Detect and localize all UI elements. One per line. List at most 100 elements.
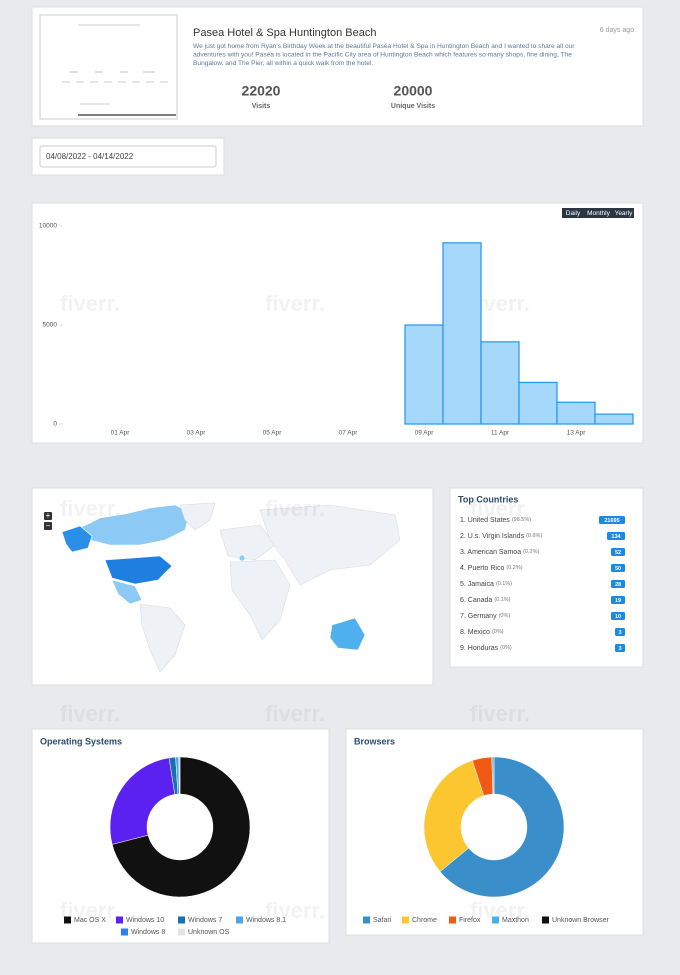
period-button-label: Yearly (615, 210, 634, 217)
legend-swatch (116, 916, 123, 924)
count-badge (611, 580, 625, 588)
count-badge (599, 516, 625, 524)
count-badge (615, 644, 625, 652)
watermark: fiverr. (60, 291, 120, 316)
period-button-label: Daily (566, 210, 581, 217)
y-tick-label: 5000 (43, 322, 58, 329)
countries-title: Top Countries (458, 494, 518, 504)
country-row: 8. Mexico (0%) (460, 629, 504, 636)
description-line: adventures with you! Paséa is located in… (193, 51, 572, 58)
watermark: fiverr. (265, 898, 325, 923)
x-tick-label: 03 Apr (187, 430, 207, 437)
country-name: 2. U.s. Virgin Islands (460, 533, 525, 540)
country-share: (0.2%) (523, 549, 539, 555)
country-count: 19 (615, 598, 621, 604)
x-tick-label: 11 Apr (491, 430, 510, 437)
count-badge (611, 596, 625, 604)
x-tick-label: 07 Apr (339, 430, 359, 437)
count-badge (615, 628, 625, 636)
watermark: fiverr. (470, 701, 530, 726)
country-share: (0.6%) (526, 533, 542, 539)
country-count: 28 (615, 582, 621, 588)
zoom-in-button[interactable] (44, 512, 52, 520)
y-tick-label: 10000 (39, 223, 57, 230)
country-name: 4. Puerto Rico (460, 565, 504, 572)
watermark: fiverr. (265, 291, 325, 316)
watermark: fiverr. (470, 496, 530, 521)
country-share: (98.5%) (512, 517, 531, 523)
legend-label: Unknown OS (188, 929, 230, 936)
zoom-in-label: + (46, 511, 51, 520)
country-name: 1. United States (460, 517, 510, 524)
country-row: 3. American Samoa (0.2%) (460, 549, 539, 556)
stat-label: Unique Visits (391, 103, 435, 110)
legend-label: Maxthon (502, 917, 529, 924)
stat-label: Visits (252, 103, 271, 110)
legend-swatch (64, 916, 71, 924)
y-tick-label: 0 (53, 421, 57, 428)
count-badge (607, 532, 625, 540)
country-name: 3. American Samoa (460, 549, 521, 556)
stat-value: 20000 (394, 83, 433, 99)
legend-swatch (178, 916, 185, 924)
country-row: 6. Canada (0.1%) (460, 597, 511, 604)
listing-title: Pasea Hotel & Spa Huntington Beach (193, 27, 376, 39)
legend-swatch (121, 928, 128, 936)
legend-label: Windows 10 (126, 917, 164, 924)
country-share: (0.2%) (506, 565, 522, 571)
bar (404, 324, 444, 425)
count-badge (611, 612, 625, 620)
country-count: 10 (615, 614, 621, 620)
legend-swatch (492, 916, 499, 924)
world-map (61, 502, 401, 673)
thumbnail-content (62, 24, 176, 116)
legend-swatch (542, 916, 549, 924)
legend-label: Mac OS X (74, 917, 106, 924)
legend-swatch (363, 916, 370, 924)
watermark: fiverr. (265, 701, 325, 726)
country-count: 52 (615, 550, 621, 556)
country-name: 7. Germany (460, 613, 497, 620)
legend-label: Firefox (459, 917, 481, 924)
country-name: 8. Mexico (460, 629, 490, 636)
x-tick-label: 13 Apr (567, 430, 587, 437)
period-button[interactable] (613, 208, 634, 218)
time-ago: 6 days ago (600, 27, 634, 34)
donut-segment (492, 756, 495, 795)
legend-label: Chrome (412, 917, 437, 924)
period-button[interactable] (562, 208, 584, 218)
legend-swatch (449, 916, 456, 924)
donut-title: Operating Systems (40, 736, 122, 746)
country-count: 3 (618, 630, 621, 636)
country-count: 3 (618, 646, 621, 652)
bar (480, 341, 520, 425)
watermark: fiverr. (265, 496, 325, 521)
country-row: 5. Jamaica (0.1%) (460, 581, 512, 588)
country-count: 21695 (604, 518, 619, 524)
count-badge (611, 564, 625, 572)
country-share: (0%) (492, 629, 504, 635)
country-row: 7. Germany (0%) (460, 613, 510, 620)
period-button-label: Monthly (587, 210, 611, 217)
country-share: (0%) (500, 645, 512, 651)
x-tick-label: 09 Apr (415, 430, 435, 437)
donut-segment (423, 760, 485, 872)
country-row: 2. U.s. Virgin Islands (0.6%) (460, 533, 542, 540)
country-name: 9. Honduras (460, 645, 499, 652)
zoom-out-button[interactable] (44, 522, 52, 530)
country-row: 4. Puerto Rico (0.2%) (460, 565, 523, 572)
period-button[interactable] (584, 208, 613, 218)
watermark: fiverr. (470, 898, 530, 923)
date-range: 04/08/2022 - 04/14/2022 (46, 152, 134, 161)
date-input[interactable] (39, 145, 217, 168)
legend-label: Windows 8 (131, 929, 165, 936)
donut-segment (109, 757, 176, 845)
zoom-out-label: − (46, 521, 51, 530)
country-share: (0.1%) (496, 581, 512, 587)
bar (518, 381, 558, 425)
count-badge (611, 548, 625, 556)
legend-label: Windows 7 (188, 917, 222, 924)
country-share: (0%) (499, 613, 511, 619)
description-line: We just got home from Ryan's Birthday We… (193, 43, 575, 50)
